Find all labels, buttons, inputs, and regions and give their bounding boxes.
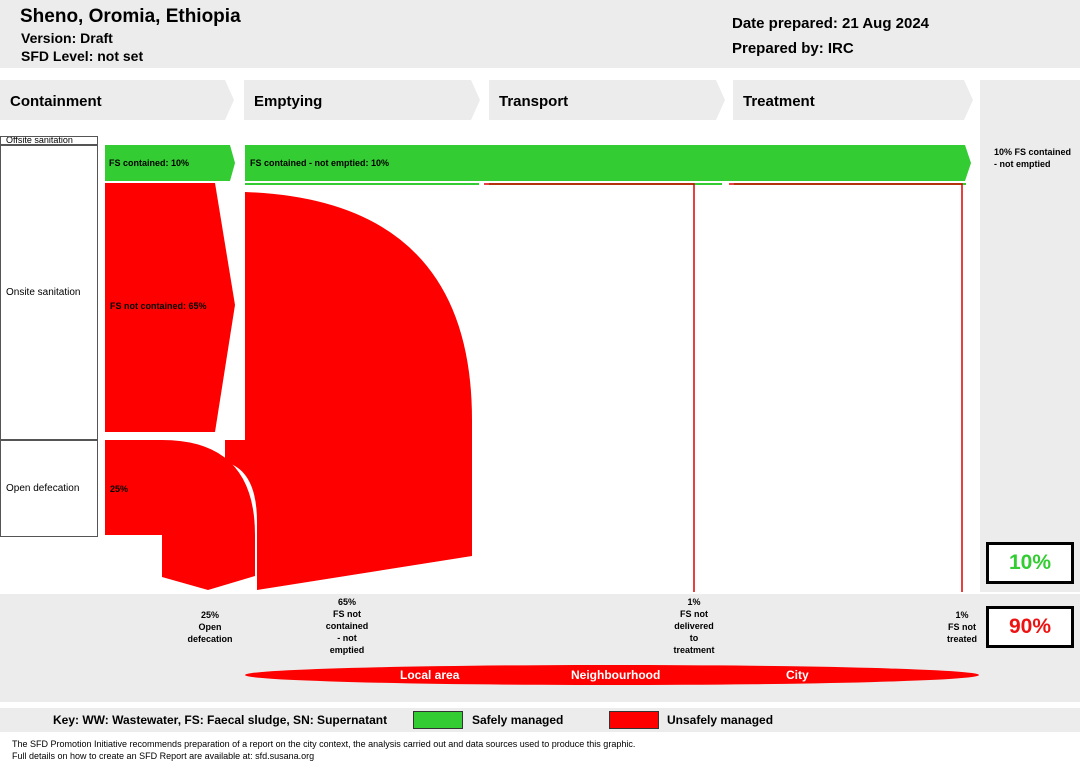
stage-transport: Transport: [489, 80, 725, 120]
stage-containment: Containment: [0, 80, 234, 120]
stage-arrow-shape: [0, 80, 234, 120]
not-treated-line: [729, 183, 963, 592]
sfd-level-label: SFD Level: not set: [21, 48, 144, 64]
prepared-by-label: Prepared by: IRC: [732, 40, 854, 57]
fs-contained-flow: [105, 145, 235, 181]
annotation-not-treated: 1% FS not treated: [946, 610, 977, 644]
open-defecation-flow: [105, 440, 255, 590]
offsite-sanitation-box: Offsite sanitation: [0, 136, 98, 146]
fs-contained-label: FS contained: 10%: [109, 158, 190, 168]
stage-arrow-shape: [489, 80, 725, 120]
area-neighbourhood: Neighbourhood: [571, 668, 661, 682]
area-local: Local area: [400, 668, 460, 682]
area-ellipse: [245, 665, 979, 685]
unsafe-key-label: Unsafely managed: [667, 713, 774, 727]
unsafe-swatch: [609, 711, 659, 729]
key-abbreviations: Key: WW: Wastewater, FS: Faecal sludge, …: [53, 713, 388, 727]
stage-arrow-shape: [733, 80, 973, 120]
annotation-not-contained-not-emptied: 65% FS not contained - not emptied: [325, 597, 369, 655]
footer-link-note: Full details on how to create an SFD Rep…: [12, 751, 315, 761]
footer-note: The SFD Promotion Initiative recommends …: [12, 739, 636, 749]
stage-arrow-shape: [244, 80, 480, 120]
stage-label: Transport: [499, 93, 569, 110]
fs-not-contained-flow: [105, 183, 235, 432]
open-defecation-flow-label: 25%: [110, 484, 129, 494]
safely-managed-total: 10%: [986, 542, 1074, 584]
stage-label: Treatment: [743, 93, 815, 110]
not-delivered-line: [484, 183, 695, 592]
fs-not-contained-label: FS not contained: 65%: [110, 301, 207, 311]
stage-treatment: Treatment: [733, 80, 973, 120]
onsite-sanitation-box: Onsite sanitation: [0, 144, 98, 441]
offsite-sanitation-label: Offsite sanitation: [6, 136, 73, 145]
area-city: City: [786, 668, 809, 682]
outcome-column: [980, 80, 1080, 592]
not-contained-not-emptied-flow: [225, 192, 472, 590]
unsafely-managed-total: 90%: [986, 606, 1074, 648]
location-title: Sheno, Oromia, Ethiopia: [20, 6, 241, 27]
safe-swatch: [413, 711, 463, 729]
stage-label: Emptying: [254, 93, 323, 110]
stage-emptying: Emptying: [244, 80, 480, 120]
report-header: [0, 0, 1080, 68]
key-bar: [0, 708, 1080, 732]
stage-label: Containment: [10, 93, 102, 110]
annotation-not-delivered: 1% FS not delivered to treatment: [673, 597, 715, 655]
fs-contained-not-emptied-label: FS contained - not emptied: 10%: [250, 158, 390, 168]
version-label: Version: Draft: [21, 30, 113, 46]
annotation-open-defecation: 25% Open defecation: [187, 610, 233, 644]
fs-contained-not-emptied-flow: [245, 145, 971, 181]
outcome-contained-not-emptied: 10% FS contained - not emptied: [994, 147, 1072, 169]
date-prepared-label: Date prepared: 21 Aug 2024: [732, 15, 930, 32]
onsite-sanitation-label: Onsite sanitation: [6, 287, 81, 298]
open-defecation-box: Open defecation: [0, 439, 98, 537]
open-defecation-label: Open defecation: [6, 483, 80, 494]
safe-key-label: Safely managed: [472, 713, 564, 727]
